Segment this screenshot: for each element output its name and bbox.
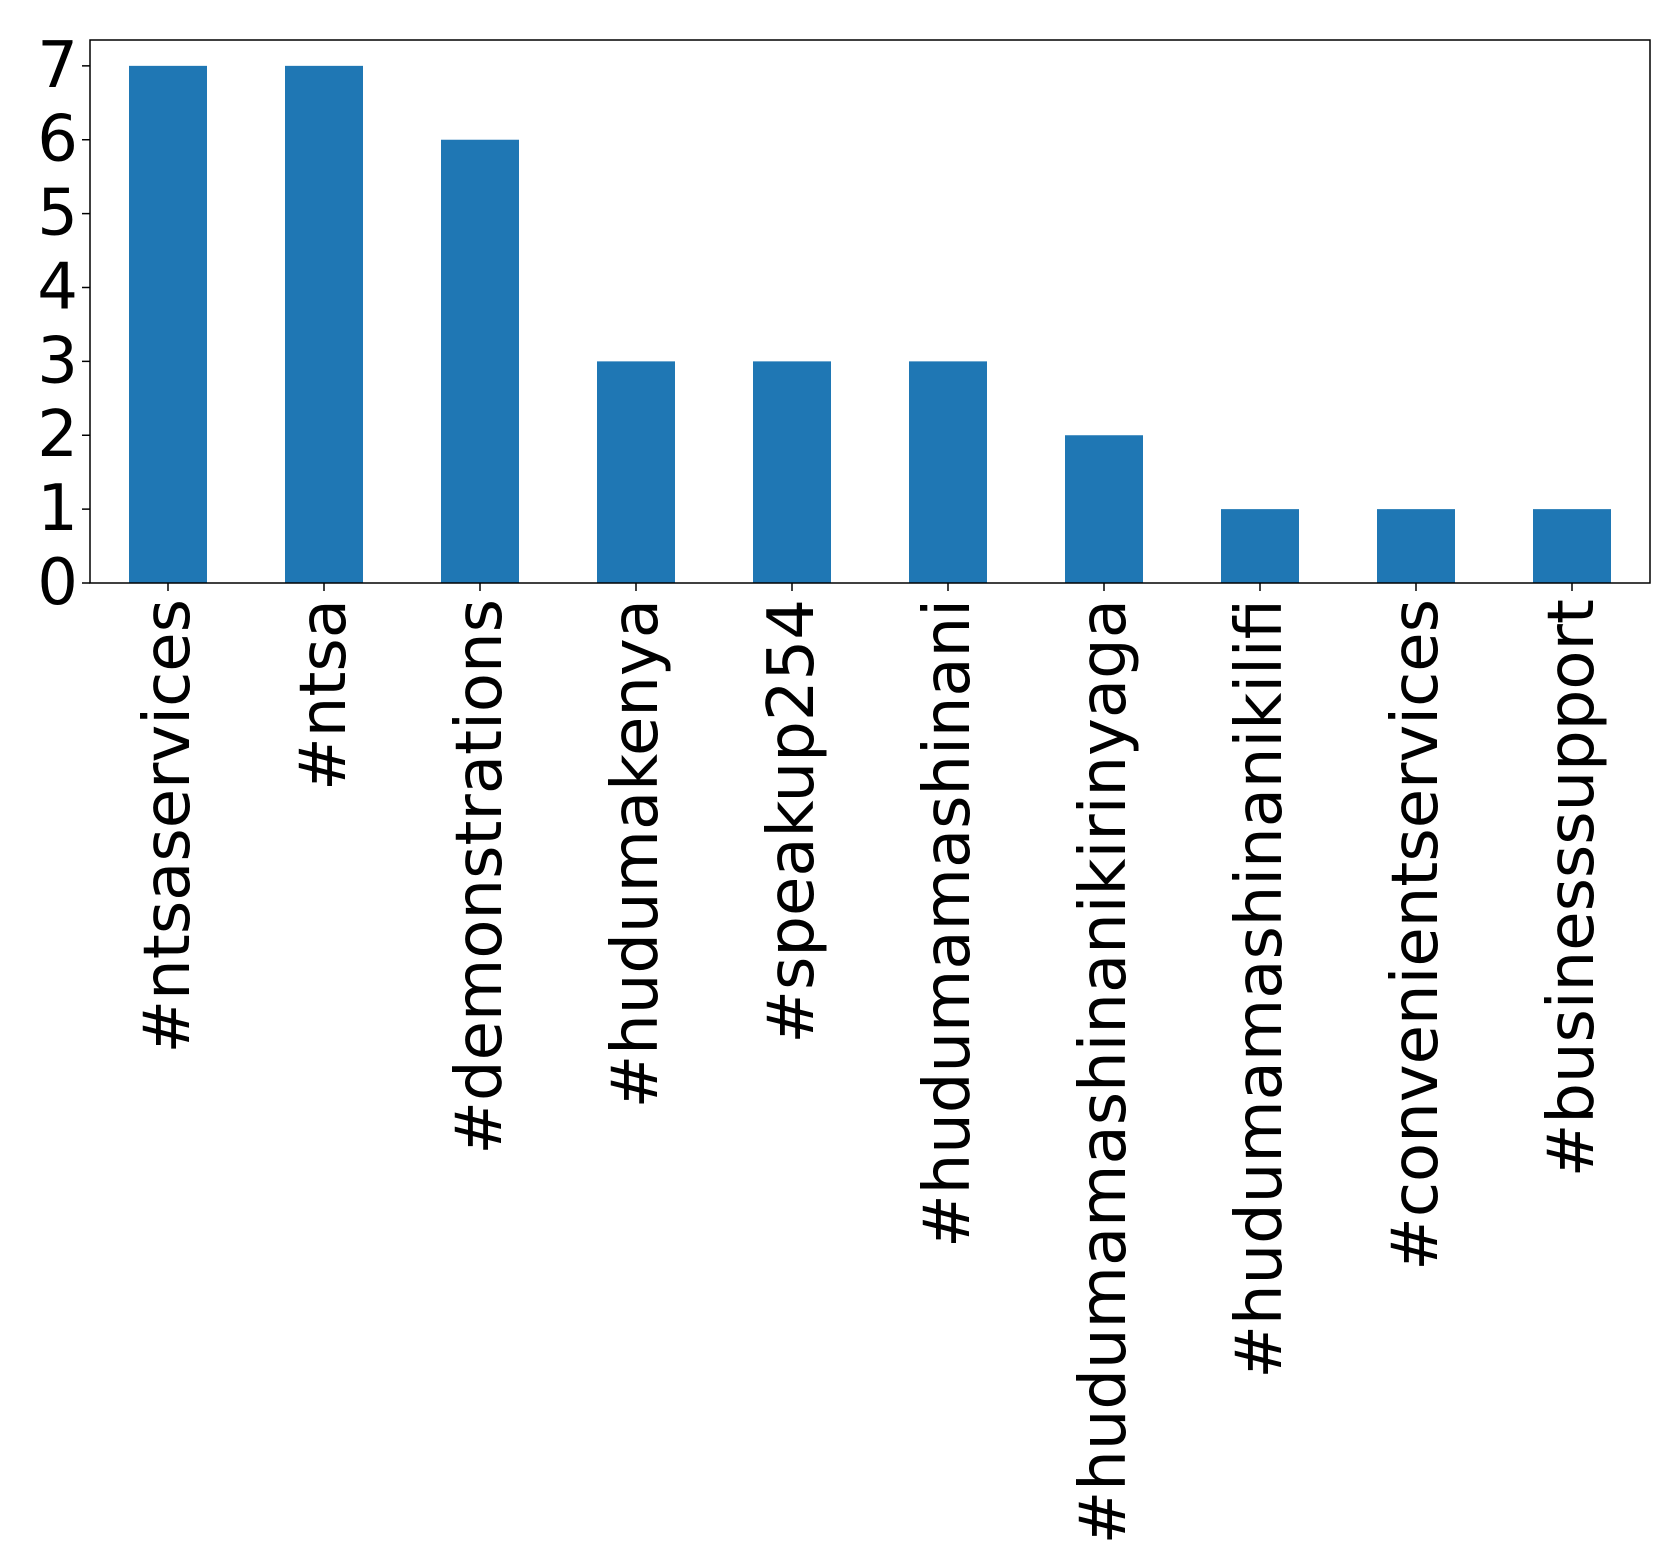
x-tick-label: #hudumamashinani <box>911 599 985 1248</box>
y-tick-label: 4 <box>37 250 78 324</box>
bar-9 <box>1533 509 1611 583</box>
y-tick-label: 1 <box>37 472 78 546</box>
y-tick-label: 5 <box>37 177 78 251</box>
x-tick-label: #speakup254 <box>755 599 829 1044</box>
bars-group <box>129 65 1611 584</box>
x-tick-label: #hudumakenya <box>599 599 673 1108</box>
y-tick-label: 6 <box>37 103 78 177</box>
x-tick-label: #businesssupport <box>1535 599 1609 1177</box>
x-tick-label: #ntsaservices <box>131 599 205 1053</box>
bar-0 <box>129 65 207 584</box>
bar-8 <box>1377 509 1455 583</box>
bar-4 <box>753 361 831 583</box>
bar-6 <box>1065 435 1143 583</box>
y-tick-label: 7 <box>37 29 78 103</box>
bar-2 <box>441 139 519 584</box>
x-tick-label: #convenientservices <box>1379 599 1453 1271</box>
x-axis: #ntsaservices #ntsa #demonstrations #huduma… <box>131 583 1609 1544</box>
x-tick-label: #hudumamashinanikilifi <box>1223 599 1297 1379</box>
bar-7 <box>1221 509 1299 583</box>
plot-frame <box>89 39 1651 584</box>
x-tick-label: #ntsa <box>287 599 361 791</box>
y-tick-label: 2 <box>37 398 78 472</box>
bar-3 <box>597 361 675 583</box>
y-tick-label: 0 <box>37 546 78 620</box>
x-tick-label: #hudumamashinanikirinyaga <box>1067 599 1141 1544</box>
bar-5 <box>909 361 987 583</box>
bar-1 <box>285 65 363 584</box>
x-tick-label: #demonstrations <box>443 599 517 1155</box>
y-tick-label: 3 <box>37 324 78 398</box>
